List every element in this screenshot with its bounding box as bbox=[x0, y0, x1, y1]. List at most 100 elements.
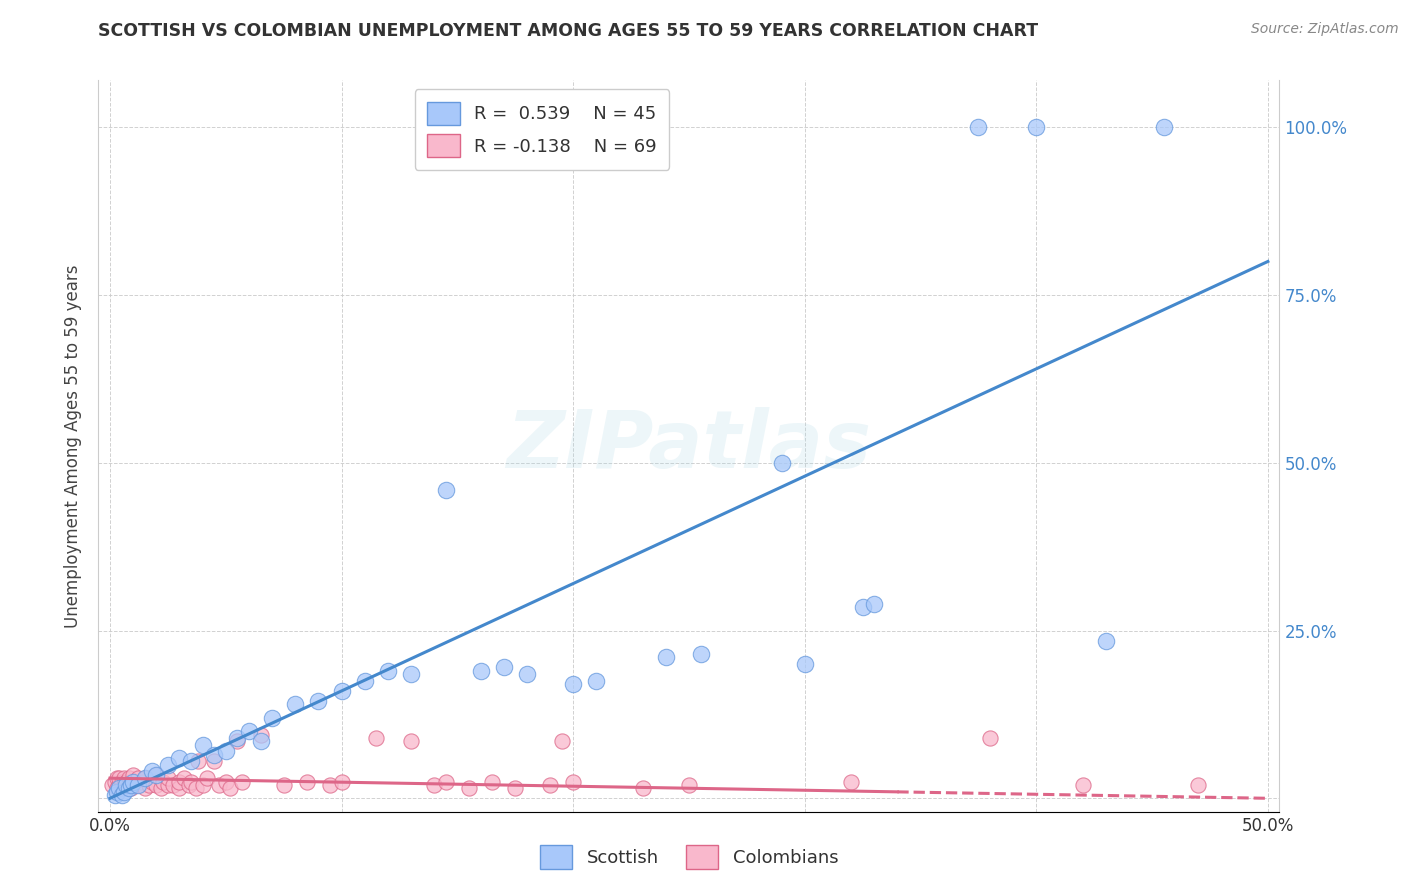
Y-axis label: Unemployment Among Ages 55 to 59 years: Unemployment Among Ages 55 to 59 years bbox=[65, 264, 83, 628]
Point bbox=[538, 778, 561, 792]
Point bbox=[377, 664, 399, 678]
Point bbox=[839, 774, 862, 789]
Point bbox=[655, 650, 678, 665]
Point bbox=[120, 781, 142, 796]
Point bbox=[689, 647, 711, 661]
Point bbox=[169, 774, 191, 789]
Point bbox=[127, 771, 149, 785]
Point bbox=[184, 781, 207, 796]
Point bbox=[110, 774, 132, 789]
Point bbox=[399, 734, 422, 748]
Point bbox=[226, 734, 249, 748]
Point bbox=[117, 781, 139, 796]
Point bbox=[1071, 778, 1094, 792]
Point bbox=[112, 784, 135, 798]
Point bbox=[110, 781, 132, 796]
Point bbox=[156, 757, 179, 772]
Point bbox=[470, 664, 492, 678]
Point bbox=[122, 778, 145, 792]
Point bbox=[115, 778, 138, 792]
Point bbox=[134, 771, 156, 785]
Point bbox=[215, 744, 238, 758]
Point bbox=[562, 774, 585, 789]
Point bbox=[122, 768, 145, 782]
Point bbox=[162, 778, 184, 792]
Point bbox=[262, 711, 284, 725]
Point bbox=[1094, 633, 1116, 648]
Text: ZIPatlas: ZIPatlas bbox=[506, 407, 872, 485]
Point bbox=[202, 747, 225, 762]
Point bbox=[156, 778, 179, 792]
Point bbox=[108, 771, 131, 785]
Point bbox=[319, 778, 342, 792]
Point bbox=[127, 778, 149, 792]
Point bbox=[516, 667, 538, 681]
Text: Source: ZipAtlas.com: Source: ZipAtlas.com bbox=[1251, 22, 1399, 37]
Point bbox=[115, 774, 138, 789]
Point bbox=[145, 768, 167, 782]
Point bbox=[863, 597, 886, 611]
Point bbox=[434, 774, 457, 789]
Point bbox=[101, 778, 124, 792]
Point bbox=[141, 764, 163, 779]
Point bbox=[145, 768, 167, 782]
Text: SCOTTISH VS COLOMBIAN UNEMPLOYMENT AMONG AGES 55 TO 59 YEARS CORRELATION CHART: SCOTTISH VS COLOMBIAN UNEMPLOYMENT AMONG… bbox=[98, 22, 1039, 40]
Point bbox=[145, 778, 167, 792]
Point bbox=[249, 727, 271, 741]
Point bbox=[112, 778, 135, 792]
Point bbox=[295, 774, 318, 789]
Point bbox=[134, 781, 156, 796]
Point bbox=[678, 778, 700, 792]
Point bbox=[307, 694, 329, 708]
Point bbox=[1153, 120, 1175, 135]
Point bbox=[180, 755, 202, 769]
Point bbox=[770, 456, 793, 470]
Point bbox=[562, 677, 585, 691]
Point bbox=[284, 698, 307, 712]
Point bbox=[330, 684, 353, 698]
Point bbox=[231, 774, 253, 789]
Point bbox=[104, 788, 127, 802]
Point bbox=[141, 774, 163, 789]
Point bbox=[127, 778, 149, 792]
Point bbox=[110, 788, 132, 802]
Point bbox=[273, 778, 295, 792]
Point bbox=[105, 784, 128, 798]
Point bbox=[169, 781, 191, 796]
Point bbox=[208, 778, 231, 792]
Point bbox=[793, 657, 815, 671]
Point bbox=[104, 774, 127, 789]
Point bbox=[979, 731, 1001, 745]
Point bbox=[481, 774, 503, 789]
Point bbox=[187, 755, 209, 769]
Legend: Scottish, Colombians: Scottish, Colombians bbox=[533, 838, 845, 876]
Point bbox=[423, 778, 446, 792]
Point bbox=[852, 600, 875, 615]
Point bbox=[122, 774, 145, 789]
Point bbox=[120, 778, 142, 792]
Point bbox=[550, 734, 572, 748]
Point bbox=[191, 778, 214, 792]
Point bbox=[108, 781, 131, 796]
Point bbox=[169, 751, 191, 765]
Point bbox=[195, 771, 218, 785]
Point bbox=[434, 483, 457, 497]
Point bbox=[117, 771, 139, 785]
Point bbox=[399, 667, 422, 681]
Point bbox=[631, 781, 654, 796]
Point bbox=[173, 771, 195, 785]
Point bbox=[967, 120, 990, 135]
Point bbox=[120, 774, 142, 789]
Point bbox=[226, 731, 249, 745]
Point bbox=[131, 774, 153, 789]
Point bbox=[353, 673, 375, 688]
Point bbox=[191, 738, 214, 752]
Point bbox=[1187, 778, 1209, 792]
Point bbox=[249, 734, 271, 748]
Point bbox=[149, 781, 172, 796]
Point bbox=[215, 774, 238, 789]
Point bbox=[330, 774, 353, 789]
Point bbox=[202, 755, 225, 769]
Point bbox=[492, 660, 515, 674]
Point bbox=[177, 778, 200, 792]
